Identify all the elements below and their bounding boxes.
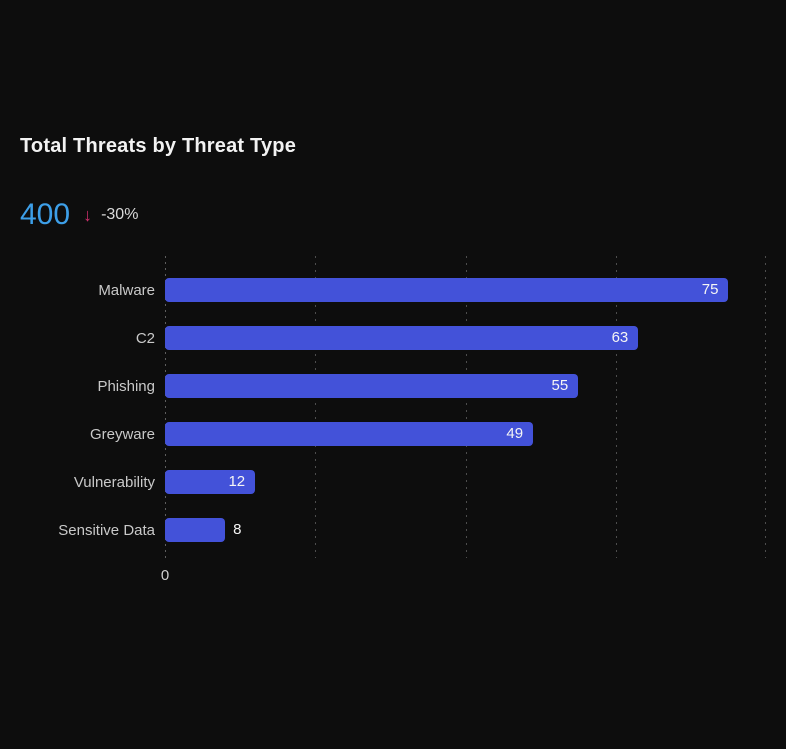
bar-malware[interactable]: 75 [165,278,729,302]
kpi-total-value: 400 [20,198,71,231]
bar-sensitive-data[interactable]: 8 [165,518,241,542]
kpi-trend-percent: -30% [101,206,139,223]
bar-value-label: 55 [551,377,569,394]
bar-row-greyware: Greyware 49 [20,410,766,458]
arrow-down-icon: ↓ [83,205,93,225]
category-label-vulnerability: Vulnerability [73,473,155,491]
bar-track: 75 [165,278,766,302]
category-label-sensitive-data: Sensitive Data [58,521,155,539]
kpi-row: 400 ↓ -30% [20,198,138,232]
bar-track: 8 [165,518,766,542]
bar-phishing[interactable]: 55 [165,374,579,398]
bar-vulnerability[interactable]: 12 [165,470,256,494]
category-label-greyware: Greyware [89,425,155,443]
bar-row-sensitive-data: Sensitive Data 8 [20,506,766,554]
bar-value-label: 49 [506,425,524,442]
category-label-malware: Malware [98,281,155,299]
category-label-c2: C2 [135,329,155,347]
bar-value-label: 75 [701,281,719,298]
bar-row-vulnerability: Vulnerability 12 [20,458,766,506]
bar-value-label: 63 [611,329,629,346]
bar-row-c2: C2 63 [20,314,766,362]
chart-title: Total Threats by Threat Type [20,135,297,157]
bar-greyware[interactable]: 49 [165,422,534,446]
y-axis-line [165,256,166,558]
category-label-phishing: Phishing [97,377,155,395]
bar-row-phishing: Phishing 55 [20,362,766,410]
bar-chart: Malware 75 C2 63 Phishing 55 Greyware 49 Vulnera… [20,256,766,586]
bar-track: 55 [165,374,766,398]
bar-track: 49 [165,422,766,446]
bar-row-malware: Malware 75 [20,266,766,314]
bar-track: 63 [165,326,766,350]
bar-track: 12 [165,470,766,494]
x-axis-tick-0: 0 [160,567,170,584]
bar-value-label: 8 [233,521,242,538]
bar-c2[interactable]: 63 [165,326,639,350]
plot-rows: Malware 75 C2 63 Phishing 55 Greyware 49 Vulnera… [20,266,766,554]
bar-value-label: 12 [228,473,246,490]
